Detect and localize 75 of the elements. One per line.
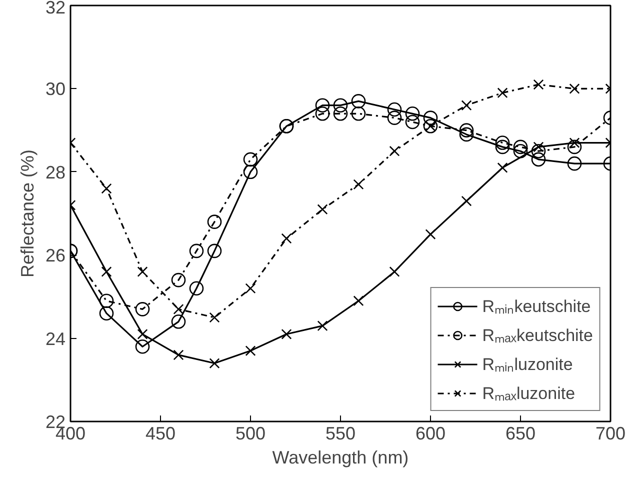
point — [137, 328, 148, 340]
y-tick-label: 28 — [45, 162, 66, 182]
point — [495, 140, 510, 154]
point — [353, 296, 364, 306]
legend-label: Rₘᵢₙluzonite — [482, 354, 573, 375]
y-tick-label: 26 — [45, 246, 66, 266]
y-tick-label: 24 — [45, 328, 66, 349]
point — [209, 358, 220, 369]
point — [459, 127, 474, 142]
point — [317, 320, 328, 332]
point — [209, 312, 220, 323]
point — [531, 144, 546, 158]
point — [497, 162, 508, 173]
point — [189, 244, 204, 258]
legend-label: Rₘᵢₙkeutschite — [482, 296, 591, 317]
x-tick-label: 500 — [235, 424, 266, 444]
point — [281, 233, 292, 244]
x-axis-title: Wavelength (nm) — [272, 448, 409, 468]
point — [513, 140, 528, 154]
point — [461, 100, 472, 111]
point — [243, 164, 258, 180]
point — [495, 136, 510, 150]
point — [135, 339, 150, 354]
point — [351, 106, 366, 121]
point — [405, 106, 420, 121]
y-tick-label: 32 — [45, 0, 66, 18]
legend-label: Rₘₐₓkeutschite — [482, 325, 593, 346]
y-tick-label: 30 — [45, 79, 66, 100]
point — [333, 106, 348, 121]
point — [387, 110, 402, 125]
point — [389, 266, 400, 277]
point — [497, 88, 508, 98]
point — [315, 106, 330, 121]
point — [207, 244, 222, 258]
point — [531, 152, 546, 167]
point — [513, 144, 528, 158]
point — [243, 152, 258, 167]
point — [351, 94, 366, 108]
point — [315, 98, 330, 112]
point — [171, 314, 186, 329]
point — [281, 328, 292, 340]
point — [387, 102, 402, 117]
point — [189, 281, 204, 296]
point — [569, 83, 580, 94]
y-axis-title: Reflectance (%) — [17, 149, 38, 278]
x-tick-label: 650 — [505, 424, 536, 444]
x-tick-label: 700 — [595, 424, 626, 444]
point — [425, 229, 436, 240]
point — [333, 98, 348, 112]
point — [137, 266, 148, 277]
point — [405, 114, 420, 130]
legend-label: Rₘₐₓluzonite — [482, 383, 576, 404]
point — [173, 304, 184, 314]
point — [245, 283, 256, 294]
point — [459, 123, 474, 138]
point — [207, 214, 222, 229]
point — [567, 156, 582, 171]
point — [173, 350, 184, 360]
point — [567, 140, 582, 154]
point — [99, 294, 114, 308]
point — [135, 302, 150, 316]
point — [171, 272, 186, 288]
point — [533, 79, 544, 90]
point — [389, 146, 400, 156]
x-tick-label: 600 — [415, 424, 446, 444]
point — [317, 204, 328, 215]
point — [245, 346, 256, 356]
x-tick-label: 450 — [145, 424, 176, 444]
point — [101, 266, 112, 277]
point — [101, 183, 112, 194]
point — [461, 196, 472, 206]
point — [99, 306, 114, 320]
point — [423, 110, 438, 125]
point — [353, 179, 364, 190]
x-tick-label: 550 — [325, 424, 356, 444]
